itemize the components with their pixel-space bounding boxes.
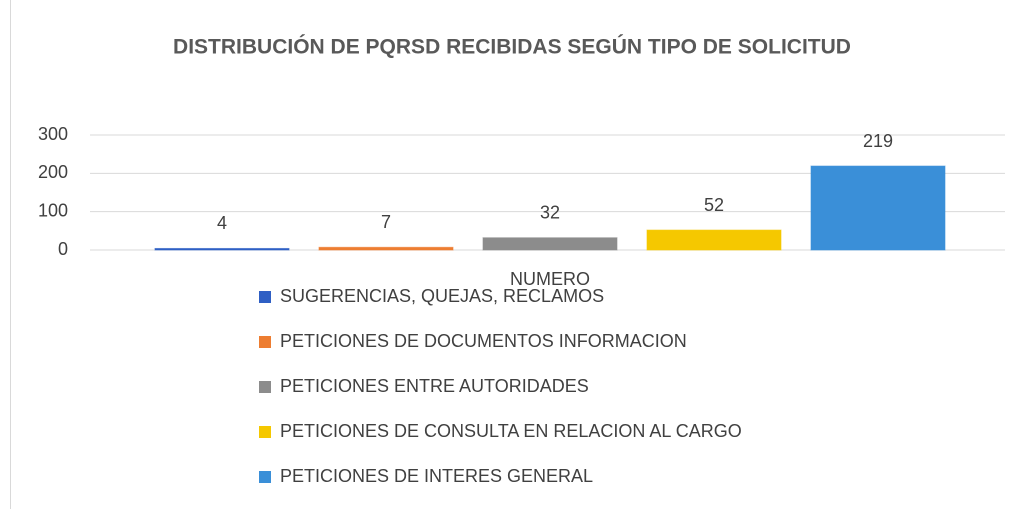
y-tick-label: 200	[38, 162, 68, 182]
legend-label: PETICIONES DE INTERES GENERAL	[280, 466, 593, 486]
legend-label: SUGERENCIAS, QUEJAS, RECLAMOS	[280, 286, 604, 306]
chart-title: DISTRIBUCIÓN DE PQRSD RECIBIDAS SEGÚN TI…	[173, 35, 851, 59]
legend-marker	[259, 426, 271, 438]
legend-marker	[259, 336, 271, 348]
data-label: 4	[217, 213, 227, 233]
data-label: 7	[381, 212, 391, 232]
chart-frame	[10, 0, 1009, 509]
bar	[318, 246, 454, 251]
y-tick-label: 0	[58, 239, 68, 259]
legend-marker	[259, 471, 271, 483]
legend-marker	[259, 291, 271, 303]
data-label: 219	[863, 131, 893, 151]
bar	[810, 165, 946, 251]
x-tick-label: NUMERO	[510, 269, 590, 289]
legend-label: PETICIONES DE DOCUMENTOS INFORMACION	[280, 331, 687, 351]
bar	[646, 229, 782, 251]
data-label: 52	[704, 195, 724, 215]
bar	[154, 247, 290, 251]
y-tick-label: 300	[38, 124, 68, 144]
legend-marker	[259, 381, 271, 393]
legend-label: PETICIONES ENTRE AUTORIDADES	[280, 376, 589, 396]
data-label: 32	[540, 202, 560, 222]
bar	[482, 237, 618, 251]
y-tick-label: 100	[38, 200, 68, 220]
legend-label: PETICIONES DE CONSULTA EN RELACION AL CA…	[280, 421, 742, 441]
